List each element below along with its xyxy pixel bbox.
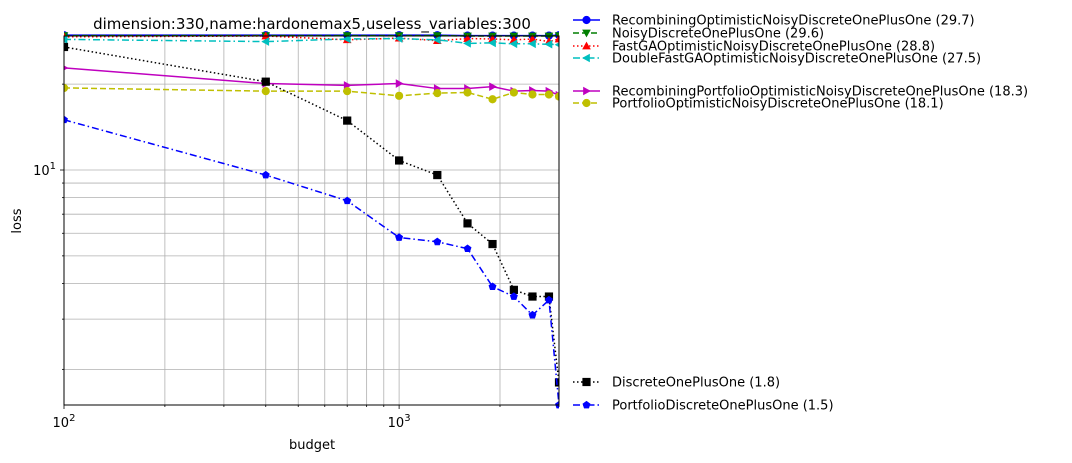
data-point: [261, 170, 270, 179]
data-point: [433, 170, 442, 180]
series-line-7: [64, 119, 559, 406]
data-point: [528, 292, 537, 301]
data-point: [488, 239, 497, 249]
data-point: [528, 310, 537, 319]
data-point: [582, 53, 590, 63]
data-point: [261, 37, 270, 46]
plot-frame: [63, 35, 560, 406]
data-point: [261, 77, 270, 86]
data-point: [544, 295, 553, 304]
plot-area: [64, 31, 559, 409]
legend-item: RecombiningOptimisticNoisyDiscreteOnePlu…: [573, 14, 975, 29]
axis-ticks: 102 103 101: [33, 83, 560, 431]
chart-title: dimension:330,name:hardonemax5,useless_v…: [93, 15, 531, 34]
series-group: [64, 31, 559, 409]
data-point: [343, 87, 352, 96]
series-line-3: [64, 37, 559, 46]
data-point: [582, 41, 591, 50]
data-point: [261, 87, 270, 96]
data-point: [489, 82, 497, 91]
x-tick-label: 103: [388, 413, 411, 431]
legend-label: PortfolioOptimisticNoisyDiscreteOnePlusO…: [612, 97, 944, 112]
series-line-2: [64, 35, 559, 43]
data-point: [509, 88, 518, 97]
data-point: [463, 39, 471, 48]
data-point: [488, 95, 497, 104]
legend-item: FastGAOptimisticNoisyDiscreteOnePlusOne …: [573, 40, 935, 55]
data-point: [395, 91, 404, 100]
legend-label: DoubleFastGAOptimisticNoisyDiscreteOnePl…: [612, 52, 981, 67]
legend-label: NoisyDiscreteOnePlusOne (29.6): [612, 27, 824, 42]
legend-label: RecombiningOptimisticNoisyDiscreteOnePlu…: [612, 14, 975, 29]
series-line-6: [64, 46, 559, 383]
data-point: [395, 79, 404, 88]
data-point: [394, 34, 403, 43]
data-point: [544, 39, 553, 49]
data-point: [509, 292, 518, 300]
legend-label: RecombiningPortfolioOptimisticNoisyDiscr…: [612, 85, 1028, 100]
data-point: [582, 98, 591, 108]
legend-item: DoubleFastGAOptimisticNoisyDiscreteOnePl…: [573, 52, 981, 67]
legend-label: DiscreteOnePlusOne (1.8): [612, 376, 780, 391]
data-point: [582, 400, 591, 409]
legend-item: PortfolioDiscreteOnePlusOne (1.5): [573, 399, 834, 414]
data-point: [433, 237, 442, 246]
data-point: [554, 34, 559, 43]
legend-item: RecombiningPortfolioOptimisticNoisyDiscr…: [573, 85, 1028, 100]
y-axis-label: loss: [10, 208, 25, 233]
data-point: [463, 88, 472, 97]
data-point: [488, 38, 496, 48]
legend-label: PortfolioDiscreteOnePlusOne (1.5): [612, 399, 834, 414]
data-point: [554, 92, 559, 101]
data-point: [582, 377, 591, 387]
series-line-5: [64, 87, 559, 101]
legend-label: FastGAOptimisticNoisyDiscreteOnePlusOne …: [612, 40, 935, 55]
legend-item: NoisyDiscreteOnePlusOne (29.6): [573, 27, 824, 42]
data-point: [64, 35, 68, 44]
data-point: [342, 34, 351, 44]
legend: RecombiningOptimisticNoisyDiscreteOnePlu…: [573, 14, 1028, 414]
data-point: [433, 89, 442, 98]
data-point: [64, 115, 68, 124]
data-point: [488, 282, 497, 291]
data-point: [343, 196, 352, 205]
data-point: [544, 90, 554, 99]
legend-item: DiscreteOnePlusOne (1.8): [573, 376, 780, 391]
y-tick-label: 101: [33, 161, 56, 179]
data-point: [528, 90, 537, 99]
legend-item: PortfolioOptimisticNoisyDiscreteOnePlusO…: [573, 97, 944, 112]
data-point: [395, 156, 404, 165]
data-point: [509, 39, 518, 49]
data-point: [395, 233, 404, 241]
data-point: [432, 35, 441, 45]
data-point: [463, 219, 472, 228]
x-tick-label: 102: [53, 413, 76, 431]
data-point: [528, 39, 536, 49]
data-point: [463, 244, 472, 253]
x-axis-label: budget: [289, 438, 335, 453]
data-point: [583, 86, 591, 96]
data-point: [343, 116, 352, 125]
data-point: [582, 29, 591, 38]
data-point: [582, 15, 591, 25]
